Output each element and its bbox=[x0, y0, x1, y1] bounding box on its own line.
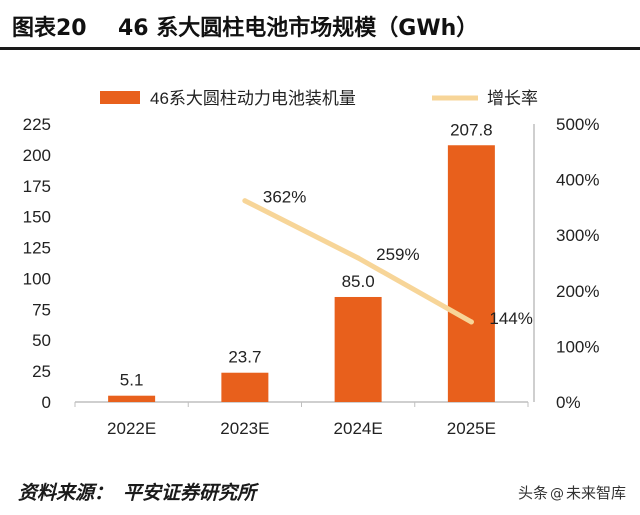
line-data-label: 144% bbox=[489, 309, 532, 328]
watermark-prefix: 头条 bbox=[517, 484, 548, 502]
legend-line-label: 增长率 bbox=[487, 89, 538, 108]
bar-data-label: 5.1 bbox=[120, 371, 144, 390]
y-left-tick-label: 0 bbox=[42, 393, 51, 412]
legend-bar-label: 46系大圆柱动力电池装机量 bbox=[150, 89, 356, 108]
y-left-tick-label: 200 bbox=[23, 146, 51, 165]
y-left-tick-label: 25 bbox=[32, 362, 51, 381]
bar bbox=[108, 395, 156, 402]
x-tick-label: 2024E bbox=[334, 419, 383, 438]
y-left-tick-label: 75 bbox=[32, 300, 51, 319]
bar bbox=[334, 296, 382, 402]
y-right-tick-label: 200% bbox=[556, 282, 599, 301]
source-label: 资料来源： bbox=[18, 482, 114, 504]
x-tick-label: 2022E bbox=[107, 419, 156, 438]
y-right-tick-label: 400% bbox=[556, 171, 599, 190]
title-bar: 图表20 46 系大圆柱电池市场规模（GWh） bbox=[0, 0, 640, 50]
chart: 46系大圆柱动力电池装机量 增长率 0 25 50 75 100 125 150 175 200 22… bbox=[23, 89, 600, 438]
y-right-tick-label: 300% bbox=[556, 226, 599, 245]
y-left-tick-label: 125 bbox=[23, 239, 51, 258]
source-org: 平安证券研究所 bbox=[123, 482, 257, 504]
line-data-label: 362% bbox=[263, 188, 306, 207]
y-right-tick-label: 0% bbox=[556, 393, 581, 412]
at-icon: @ bbox=[549, 486, 564, 502]
growth-rate-point bbox=[468, 319, 474, 325]
y-right-tick-label: 500% bbox=[556, 115, 599, 134]
bar-data-label: 23.7 bbox=[228, 348, 261, 367]
watermark: 头条 @ 未来智库 bbox=[518, 482, 626, 503]
growth-rate-point bbox=[355, 255, 361, 261]
y-left-tick-label: 100 bbox=[23, 269, 51, 288]
growth-rate-point bbox=[242, 198, 248, 204]
y-right-tick-label: 100% bbox=[556, 337, 599, 356]
y-left-tick-label: 175 bbox=[23, 177, 51, 196]
x-tick-label: 2025E bbox=[447, 419, 496, 438]
chart-title: 46 系大圆柱电池市场规模（GWh） bbox=[118, 16, 479, 41]
y-left-tick-label: 50 bbox=[32, 331, 51, 350]
bar bbox=[447, 145, 495, 402]
line-data-label: 259% bbox=[376, 245, 419, 264]
bar-data-label: 85.0 bbox=[342, 272, 375, 291]
y-left-tick-label: 150 bbox=[23, 208, 51, 227]
figure-number: 图表20 bbox=[12, 16, 87, 41]
source-note: 资料来源： 平安证券研究所 bbox=[18, 478, 256, 505]
legend-bar-swatch bbox=[100, 91, 140, 104]
x-tick-label: 2023E bbox=[220, 419, 269, 438]
bar-data-label: 207.8 bbox=[450, 120, 493, 139]
bar bbox=[221, 372, 269, 402]
y-left-tick-label: 225 bbox=[23, 115, 51, 134]
watermark-name: 未来智库 bbox=[565, 484, 626, 502]
